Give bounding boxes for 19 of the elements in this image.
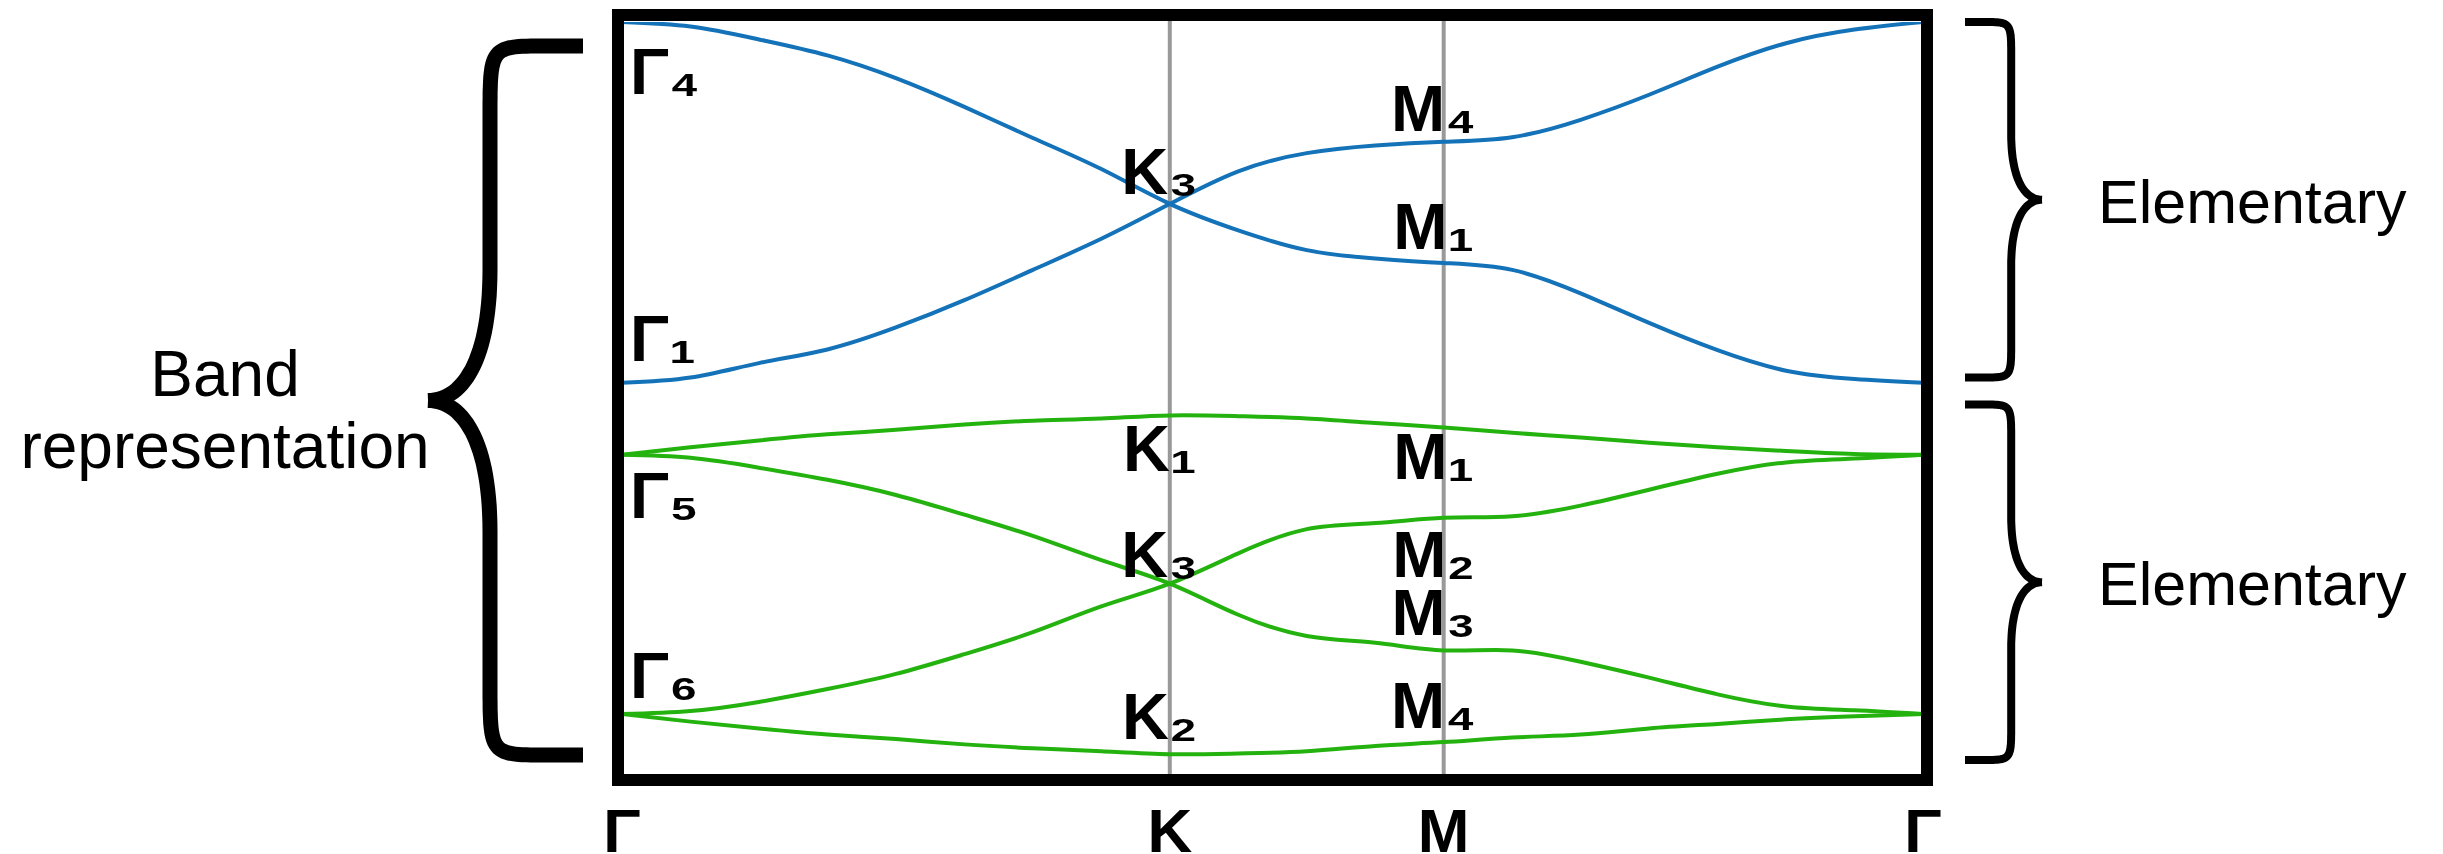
text: Band representation xyxy=(20,337,430,482)
annotation: M₄ xyxy=(1391,668,1477,742)
annotation: M₁ xyxy=(1393,419,1475,493)
text: Elementary xyxy=(2098,550,2408,619)
annotation: M₄ xyxy=(1391,71,1477,145)
x-tick-label: Γ xyxy=(603,796,641,854)
annotation: K₂ xyxy=(1121,679,1198,753)
x-tick-label: K xyxy=(1147,796,1193,854)
annotation: K₁ xyxy=(1122,411,1197,485)
annotation: Γ₅ xyxy=(630,458,699,532)
annotation: K₃ xyxy=(1121,134,1199,208)
x-tick-label: Γ xyxy=(1904,796,1942,854)
annotation: Γ₄ xyxy=(630,34,701,108)
annotation: K₃ xyxy=(1121,517,1199,591)
x-tick-label: M xyxy=(1417,796,1470,854)
annotation: Γ₁ xyxy=(630,301,696,375)
text: Elementary xyxy=(2098,167,2408,236)
annotation: Γ₆ xyxy=(630,638,699,712)
annotation: M₁ xyxy=(1393,189,1475,263)
